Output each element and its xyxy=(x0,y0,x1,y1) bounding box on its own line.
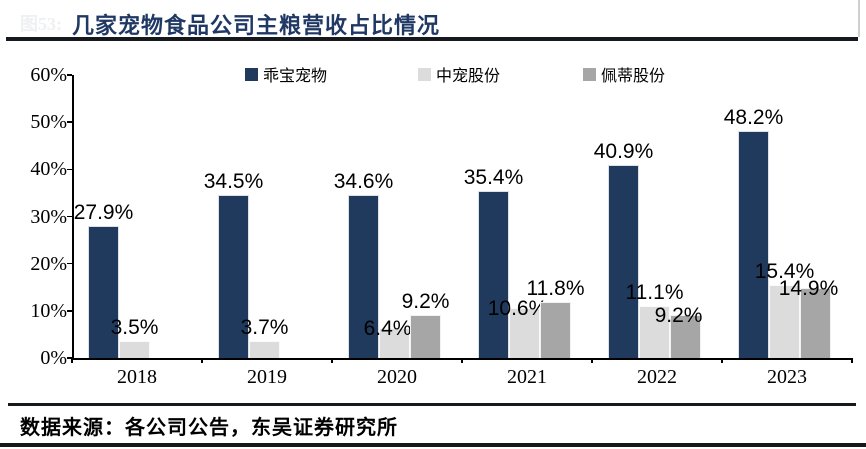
y-tick xyxy=(67,215,72,218)
data-label-2023-series1: 48.2% xyxy=(723,105,784,129)
y-axis-label: 20% xyxy=(30,252,67,275)
figure-number: 图53: xyxy=(20,14,62,34)
x-tick xyxy=(851,358,853,363)
bar-2019-series1 xyxy=(218,195,249,358)
data-label-2022-series3: 9.2% xyxy=(654,303,703,327)
bottom-border xyxy=(0,443,866,447)
data-label-2022-series2: 11.1% xyxy=(625,280,684,304)
data-label-2018-series2: 3.5% xyxy=(110,316,159,340)
y-tick xyxy=(67,262,72,265)
chart-legend: 乖宝宠物 中宠股份 佩蒂股份 xyxy=(0,62,866,85)
bar-2021-series2 xyxy=(509,308,540,358)
y-axis-label: 0% xyxy=(40,347,67,369)
x-tick xyxy=(331,358,333,363)
x-axis-label: 2023 xyxy=(767,366,807,388)
bar-2023-series3 xyxy=(800,287,831,358)
y-axis xyxy=(72,75,74,358)
data-label-2019-series1: 34.5% xyxy=(203,170,264,194)
x-tick xyxy=(721,358,723,363)
bar-2020-series3 xyxy=(410,314,441,358)
x-axis-label: 2021 xyxy=(507,366,547,388)
data-label-2020-series1: 34.6% xyxy=(333,169,394,193)
data-label-2021-series1: 35.4% xyxy=(463,166,524,190)
bar-2020-series1 xyxy=(348,194,379,358)
bar-2023-series1 xyxy=(738,130,769,358)
bar-2019-series2 xyxy=(249,340,280,358)
bar-2021-series3 xyxy=(540,302,571,358)
legend-swatch xyxy=(583,67,596,81)
y-tick xyxy=(67,121,72,123)
bar-2022-series2 xyxy=(639,305,670,358)
y-tick xyxy=(67,74,72,76)
x-tick xyxy=(71,358,73,363)
data-label-2023-series2: 15.4% xyxy=(754,260,815,284)
bar-2018-series1 xyxy=(88,226,119,358)
y-axis-label: 50% xyxy=(30,111,67,134)
data-label-2020-series3: 9.2% xyxy=(401,289,450,313)
data-label-2019-series2: 3.7% xyxy=(240,315,289,339)
x-tick xyxy=(591,358,593,363)
legend-item-3: 佩蒂股份 xyxy=(583,62,665,86)
legend-label: 佩蒂股份 xyxy=(601,68,666,85)
legend-swatch xyxy=(418,67,431,81)
bar-2020-series2 xyxy=(379,327,410,358)
legend-label: 中宠股份 xyxy=(436,68,501,85)
bar-2022-series1 xyxy=(608,165,639,358)
x-tick xyxy=(461,358,463,363)
data-label-2022-series1: 40.9% xyxy=(593,140,654,164)
data-label-2018-series1: 27.9% xyxy=(73,201,134,225)
bar-2021-series1 xyxy=(478,191,509,358)
page-edge-line xyxy=(858,0,860,37)
legend-item-1: 乖宝宠物 xyxy=(245,62,327,86)
x-axis-label: 2018 xyxy=(117,366,157,388)
y-axis-label: 30% xyxy=(30,205,67,228)
y-axis-label: 40% xyxy=(30,158,67,181)
legend-swatch xyxy=(245,67,258,81)
x-axis-label: 2020 xyxy=(377,366,417,388)
data-label-2020-series2: 6.4% xyxy=(363,316,412,340)
data-source-note: 数据来源：各公司公告，东吴证券研究所 xyxy=(20,417,398,439)
title-divider xyxy=(6,37,858,41)
bar-2018-series2 xyxy=(119,341,150,358)
chart-footer-divider xyxy=(8,403,856,406)
data-label-2021-series3: 11.8% xyxy=(526,277,585,301)
bar-2023-series2 xyxy=(769,285,800,358)
x-axis-label: 2019 xyxy=(247,366,287,388)
y-axis-label: 10% xyxy=(30,299,67,322)
legend-label: 乖宝宠物 xyxy=(263,68,328,85)
y-tick xyxy=(67,310,72,312)
bar-2022-series3 xyxy=(670,314,701,358)
data-label-2023-series3: 14.9% xyxy=(778,276,839,300)
page-title: 几家宠物食品公司主粮营收占比情况 xyxy=(72,13,441,38)
legend-item-2: 中宠股份 xyxy=(418,62,500,86)
x-axis-label: 2022 xyxy=(637,366,677,388)
x-tick xyxy=(201,358,203,363)
y-tick xyxy=(67,357,72,359)
y-tick xyxy=(67,168,72,171)
data-label-2021-series2: 10.6% xyxy=(487,297,548,320)
y-axis-label: 60% xyxy=(30,64,67,86)
